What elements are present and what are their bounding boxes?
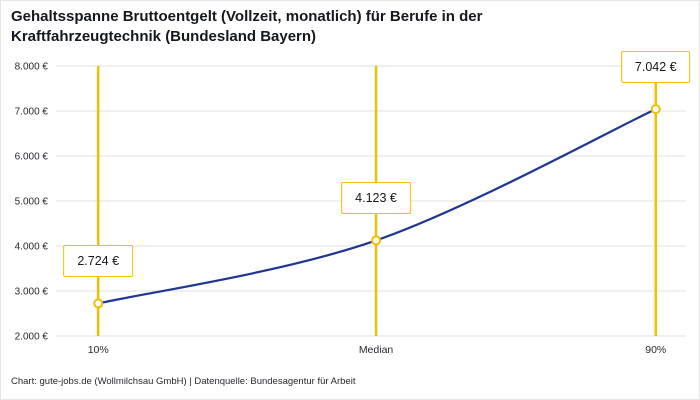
chart-title: Gehaltsspanne Bruttoentgelt (Vollzeit, m… [11,8,483,45]
x-tick-label: 90% [645,344,666,356]
y-tick-label: 5.000 € [15,197,49,208]
y-tick-label: 8.000 € [15,62,49,73]
chart-footer: Chart: gute-jobs.de (Wollmilchsau GmbH) … [11,376,356,387]
data-point-marker [650,104,661,115]
value-label-median: 4.123 € [341,182,411,215]
data-point-marker [93,298,104,309]
data-point-marker [371,235,382,246]
y-tick-label: 6.000 € [15,152,49,163]
x-tick-label: 10% [88,344,109,356]
y-tick-label: 3.000 € [15,287,49,298]
x-tick-label: Median [359,344,394,356]
value-label-10pct: 2.724 € [63,245,134,278]
y-tick-label: 2.000 € [15,332,49,343]
value-label-90pct: 7.042 € [620,51,691,84]
y-tick-label: 4.000 € [15,242,49,253]
y-tick-label: 7.000 € [15,107,49,118]
